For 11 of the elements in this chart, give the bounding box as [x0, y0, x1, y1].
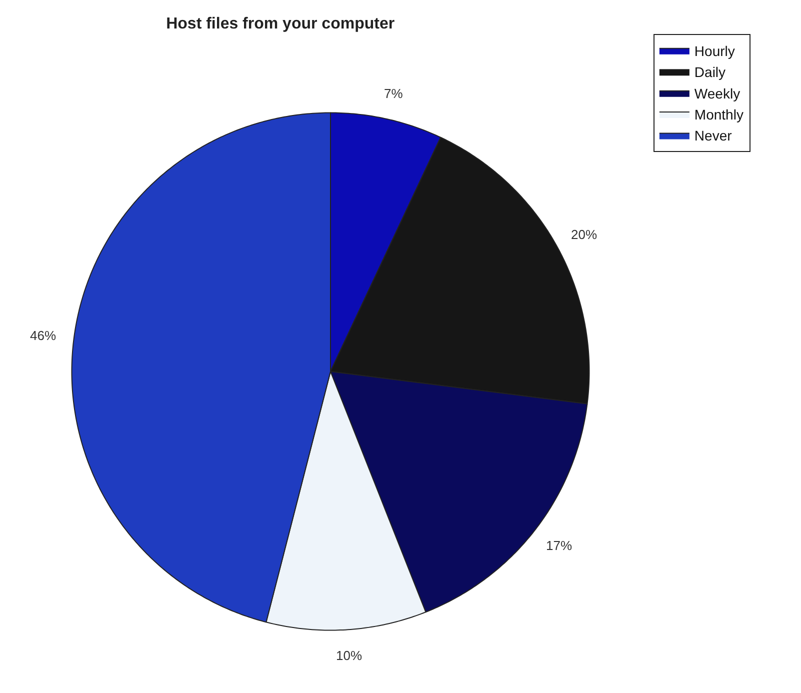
data-label: 10% — [336, 648, 362, 663]
data-label: 7% — [384, 86, 404, 101]
legend-label: Weekly — [694, 85, 740, 102]
legend-label: Daily — [694, 64, 726, 80]
data-label: 20% — [571, 227, 598, 242]
legend-label: Monthly — [694, 106, 744, 122]
legend-label: Never — [694, 128, 732, 144]
data-label: 46% — [30, 328, 56, 343]
chart-title: Host files from your computer — [166, 16, 395, 33]
legend-label: Hourly — [694, 42, 735, 59]
data-label: 17% — [546, 538, 572, 553]
